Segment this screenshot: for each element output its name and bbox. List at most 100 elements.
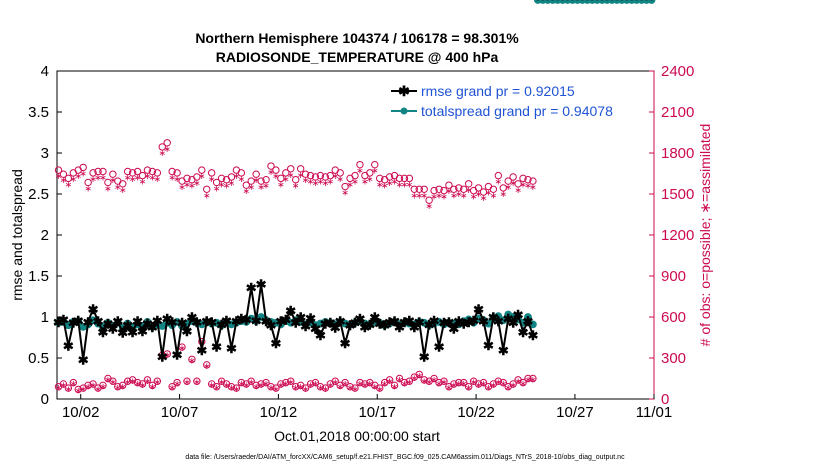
rmse-point: ✱ — [211, 340, 222, 355]
obs-possible-point — [153, 169, 162, 177]
totalspread-point — [494, 312, 503, 321]
rmse-point: ✱ — [266, 318, 277, 333]
rmse-point: ✱ — [78, 353, 89, 368]
obs-assimilated-star: ∗ — [435, 379, 443, 389]
rmse-point: ✱ — [256, 277, 267, 292]
rmse-point: ✱ — [186, 310, 197, 325]
obs-possible-point — [415, 185, 423, 193]
rmse-point: ✱ — [636, 0, 647, 3]
rmse-point: ✱ — [572, 0, 583, 3]
obs-assimilated-star: ∗ — [514, 376, 522, 386]
obs-assimilated-star: ∗ — [74, 385, 82, 395]
rmse-point: ✱ — [107, 321, 118, 336]
y-right-tick-label: 600 — [661, 309, 686, 326]
obs-possible-point — [529, 177, 537, 185]
obs-assimilated-star: ∗ — [470, 192, 478, 202]
obs-possible-point — [400, 174, 409, 183]
rmse-point: ✱ — [172, 348, 183, 363]
x-tick-label: 10/02 — [62, 404, 100, 421]
obs-possible-point — [479, 188, 488, 196]
obs-possible-point — [212, 178, 221, 187]
rmse-point: ✱ — [389, 314, 400, 329]
rmse-point: ✱ — [458, 317, 469, 332]
obs-assimilated-star: ∗ — [495, 177, 503, 187]
rmse-point: ✱ — [315, 328, 326, 343]
rmse-point: ✱ — [216, 317, 227, 332]
obs-assimilated-star: ∗ — [65, 384, 73, 394]
obs-assimilated-star: ∗ — [267, 167, 275, 177]
rmse-point: ✱ — [246, 280, 257, 295]
rmse-point: ✱ — [310, 321, 321, 336]
rmse-point: ✱ — [513, 308, 524, 323]
obs-possible-point — [188, 355, 196, 364]
rmse-point: ✱ — [577, 0, 588, 3]
obs-assimilated-star: ∗ — [460, 379, 468, 389]
y-tick-label: 3 — [41, 145, 49, 162]
obs-assimilated-star: ∗ — [233, 384, 241, 394]
y-right-tick-label: 300 — [661, 350, 686, 367]
obs-possible-point — [356, 378, 364, 387]
rmse-point: ✱ — [364, 317, 375, 332]
obs-assimilated-star: ∗ — [371, 166, 379, 176]
obs-assimilated-star: ∗ — [198, 171, 206, 181]
y-right-axis: 0 300 600 900 1200 1500 1800 2100 2400 — [649, 63, 694, 408]
obs-possible-point — [64, 384, 73, 392]
obs-assimilated-star: ∗ — [124, 377, 132, 387]
obs-possible-point — [64, 174, 73, 183]
obs-possible-point — [351, 171, 359, 180]
obs-possible-point — [173, 169, 181, 177]
obs-assimilated-star: ∗ — [149, 381, 157, 391]
obs-assimilated-star: ∗ — [203, 361, 211, 371]
obs-possible-point — [460, 378, 468, 387]
obs-possible-point — [262, 378, 270, 387]
plot-area — [56, 70, 655, 400]
obs-assimilated-star: ∗ — [509, 178, 517, 188]
rmse-point: ✱ — [196, 343, 207, 358]
rmse-point: ✱ — [345, 318, 356, 333]
obs-possible-point — [138, 171, 147, 180]
obs-possible-point — [217, 174, 226, 183]
obs-possible-point — [133, 378, 142, 387]
obs-possible-point — [119, 180, 127, 188]
rmse-point: ✱ — [631, 0, 642, 3]
obs-assimilated-star: ∗ — [361, 380, 369, 390]
obs-assimilated-star: ∗ — [297, 170, 305, 180]
obs-possible-point — [94, 167, 102, 176]
rmse-point: ✱ — [498, 343, 509, 358]
rmse-point: ✱ — [182, 324, 193, 339]
obs-possible-point — [267, 162, 275, 170]
obs-possible-point — [514, 180, 522, 188]
obs-assimilated-star: ∗ — [302, 384, 310, 394]
obs-possible-point — [237, 378, 246, 387]
obs-assimilated-star: ∗ — [327, 177, 335, 187]
obs-possible-point — [509, 380, 517, 388]
obs-possible-point — [114, 383, 122, 391]
obs-assimilated-star: ∗ — [366, 379, 374, 389]
obs-possible-point — [242, 181, 250, 189]
rmse-point: ✱ — [177, 316, 188, 331]
obs-assimilated-star: ∗ — [381, 379, 389, 389]
obs-possible-point — [84, 178, 92, 187]
obs-assimilated-star: ∗ — [74, 171, 82, 181]
obs-possible-point — [212, 383, 221, 391]
obs-assimilated-star: ∗ — [233, 171, 241, 181]
obs-possible-point — [390, 381, 399, 390]
obs-possible-point — [529, 374, 537, 383]
totalspread-point — [647, 0, 656, 4]
obs-assimilated-star: ∗ — [351, 384, 359, 394]
obs-possible-point — [430, 186, 438, 195]
obs-possible-point — [376, 384, 384, 392]
obs-assimilated-star: ∗ — [465, 383, 473, 393]
obs-possible-point — [366, 169, 374, 177]
obs-assimilated-star: ∗ — [89, 174, 97, 184]
rmse-point: ✱ — [616, 0, 627, 3]
obs-assimilated-star: ∗ — [366, 174, 374, 184]
obs-assimilated-star: ∗ — [168, 173, 176, 183]
obs-assimilated-star: ∗ — [104, 183, 112, 193]
obs-assimilated-star: ∗ — [183, 377, 191, 387]
obs-assimilated-star: ∗ — [460, 190, 468, 200]
obs-possible-point — [499, 184, 507, 192]
obs-assimilated-star: ∗ — [163, 144, 171, 154]
obs-possible-point — [193, 377, 201, 385]
